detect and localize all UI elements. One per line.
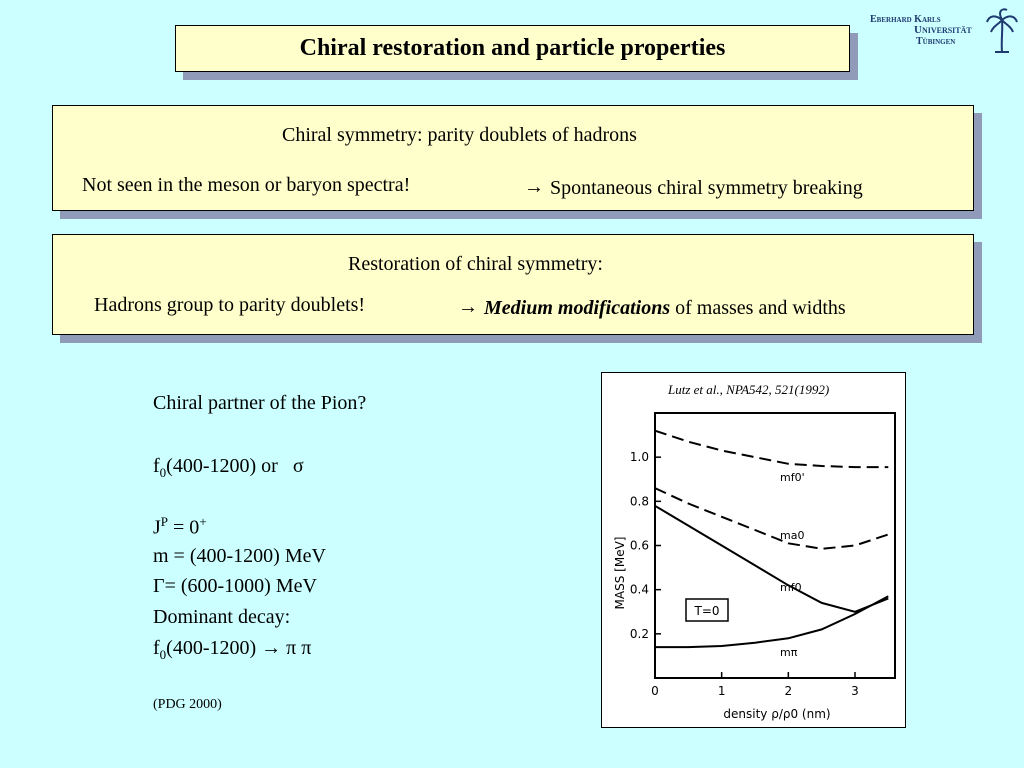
- mass-line: m = (400-1200) MeV: [153, 545, 326, 567]
- label-pi: mπ: [780, 646, 798, 659]
- decay-line: f0(400-1200) → π π: [153, 637, 311, 663]
- curve-series-3: [655, 595, 889, 649]
- decay-products: π π: [286, 637, 312, 659]
- x-axis-label: density ρ/ρ0 (nm): [723, 707, 830, 721]
- y-tick-label: 0.4: [630, 583, 649, 597]
- sigma-symbol: σ: [292, 455, 304, 477]
- plot-frame: [654, 412, 896, 679]
- jp-value: = 0: [168, 516, 200, 539]
- f0-subscript: 0: [159, 465, 167, 480]
- jp-j: J: [153, 516, 161, 539]
- box2-right-emphasis: Medium modifications: [484, 297, 671, 319]
- title-box: Chiral restoration and particle properti…: [175, 25, 850, 72]
- width-line: Γ= (600-1000) MeV: [153, 575, 317, 597]
- label-fprime: mf0': [780, 471, 805, 484]
- logo-line-1: Eberhard Karls: [870, 14, 941, 25]
- palm-tree-icon: [986, 8, 1018, 53]
- curve-series-1: [654, 487, 889, 550]
- mass-density-plot: 1.0 0.8 0.6 0.4 0.2 0 1 2 3 MASS [MeV] density ρ…: [613, 412, 896, 721]
- box1-heading: Chiral symmetry: parity doublets of hadr…: [282, 124, 637, 146]
- box2-arrow: →: [458, 296, 478, 318]
- jp-p: P: [160, 514, 169, 529]
- curve-series-2: [654, 504, 889, 613]
- parity-doublets-box: [52, 105, 974, 211]
- y-tick-label: 1.0: [630, 450, 649, 464]
- mass-density-figure: [601, 372, 906, 728]
- university-logo: Eberhard Karls Universität Tübingen: [870, 14, 990, 47]
- pion-partner-question: Chiral partner of the Pion?: [153, 392, 367, 414]
- restoration-box: [52, 234, 974, 335]
- x-tick-label: 1: [718, 684, 726, 698]
- y-tick-label: 0.6: [630, 539, 649, 553]
- box2-left-text: Hadrons group to parity doublets!: [94, 294, 366, 316]
- temperature-box: [685, 598, 729, 622]
- decay-subscript: 0: [159, 647, 167, 662]
- logo-line-3: Tübingen: [916, 36, 956, 47]
- label-f0: mf0: [780, 581, 802, 594]
- figure-reference: Lutz et al., NPA542, 521(1992): [668, 382, 830, 397]
- y-tick-label: 0.8: [630, 494, 649, 508]
- box1-arrow: →: [524, 176, 544, 198]
- decay-f: f: [153, 637, 160, 659]
- x-tick-label: 0: [651, 684, 659, 698]
- y-axis-label: MASS [MeV]: [613, 537, 627, 610]
- box2-right: Medium modifications of masses and width…: [484, 297, 846, 320]
- logo-line-2: Universität: [914, 24, 972, 36]
- decay-label: Dominant decay:: [153, 606, 291, 628]
- f0-symbol: f: [153, 455, 160, 477]
- f0-candidate: f0(400-1200) or σ: [153, 455, 304, 481]
- curve-series-0: [654, 429, 889, 469]
- page-title: Chiral restoration and particle properti…: [299, 35, 726, 61]
- jp-parity: +: [199, 514, 207, 529]
- source-note: (PDG 2000): [153, 697, 222, 712]
- box2-heading: Restoration of chiral symmetry:: [348, 253, 603, 275]
- y-tick-label: 0.2: [630, 627, 649, 641]
- decay-arrow: →: [261, 637, 282, 659]
- box2-right-rest: of masses and widths: [675, 297, 846, 319]
- quantum-numbers: JP = 0+: [153, 514, 207, 540]
- x-tick-label: 2: [785, 684, 793, 698]
- label-a0: ma0: [780, 529, 804, 542]
- decay-range: (400-1200): [166, 637, 257, 659]
- box1-right-text: Spontaneous chiral symmetry breaking: [550, 177, 863, 199]
- box1-left-text: Not seen in the meson or baryon spectra!: [82, 174, 411, 196]
- x-tick-label: 3: [851, 684, 859, 698]
- f0-range: (400-1200) or: [166, 455, 278, 477]
- temperature-label: T=0: [693, 604, 719, 618]
